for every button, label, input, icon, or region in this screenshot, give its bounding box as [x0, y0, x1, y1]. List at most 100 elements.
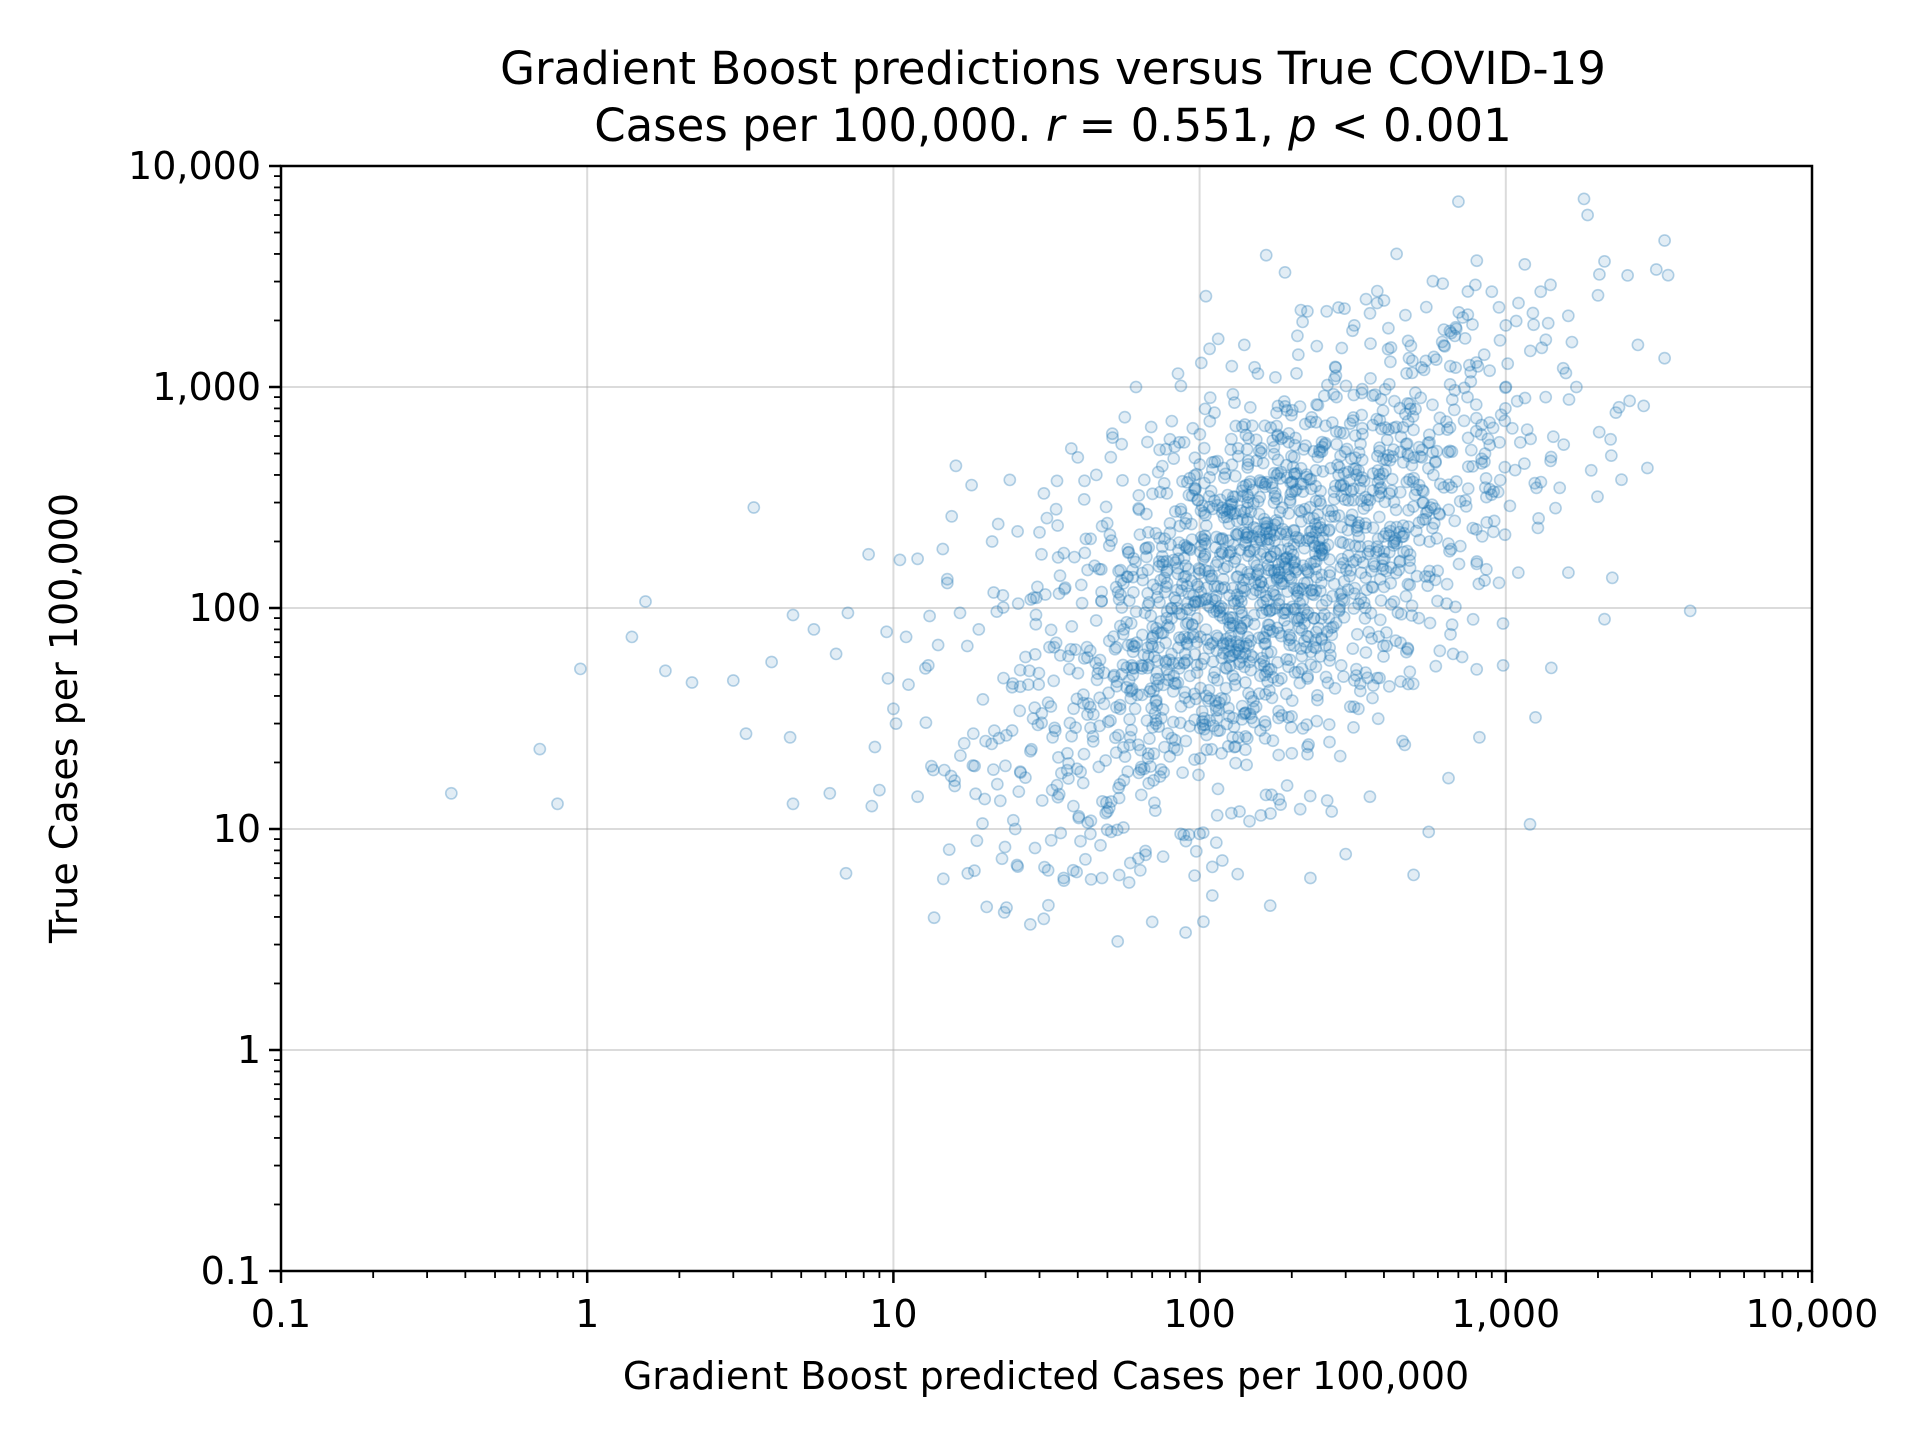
- data-point: [1182, 562, 1195, 576]
- data-point: [1207, 719, 1220, 733]
- data-point: [1341, 583, 1355, 597]
- data-point: [1604, 449, 1618, 462]
- data-point: [1260, 516, 1274, 529]
- data-point: [1185, 533, 1199, 546]
- data-point: [1440, 415, 1453, 429]
- data-point: [1243, 477, 1256, 491]
- data-point: [1055, 766, 1068, 780]
- data-point: [1121, 765, 1135, 778]
- data-point: [1445, 481, 1458, 494]
- data-point: [1238, 660, 1251, 674]
- data-point: [1493, 333, 1507, 347]
- data-point: [1157, 476, 1171, 490]
- data-point: [1661, 268, 1675, 282]
- data-point: [1179, 512, 1193, 525]
- data-point: [1209, 836, 1223, 849]
- data-point: [1296, 559, 1310, 572]
- data-point: [1438, 339, 1452, 353]
- data-point: [1199, 519, 1213, 532]
- data-point: [1178, 656, 1191, 669]
- data-point: [1683, 604, 1697, 618]
- data-point: [1354, 437, 1367, 451]
- data-point: [1155, 549, 1169, 563]
- data-point: [1173, 519, 1187, 533]
- data-point: [1223, 620, 1236, 634]
- data-point: [1332, 603, 1346, 617]
- data-point: [1193, 721, 1207, 735]
- data-point: [1272, 792, 1286, 806]
- data-point: [1048, 724, 1062, 738]
- data-point: [1084, 532, 1097, 546]
- data-point: [1529, 711, 1542, 724]
- data-point: [1276, 522, 1289, 536]
- data-point: [1100, 823, 1114, 837]
- data-point: [1224, 498, 1238, 512]
- data-point: [1408, 488, 1422, 502]
- data-point: [1243, 707, 1257, 721]
- data-point: [1394, 636, 1407, 650]
- data-point: [1047, 674, 1061, 688]
- data-point: [1256, 580, 1270, 594]
- data-point: [1282, 562, 1295, 576]
- data-point: [1141, 599, 1155, 612]
- data-point: [1186, 618, 1199, 632]
- data-point: [1212, 703, 1226, 717]
- data-point: [1251, 567, 1265, 581]
- data-point: [1116, 658, 1130, 672]
- data-point: [1328, 360, 1342, 374]
- data-point: [1151, 590, 1164, 604]
- data-point: [1282, 660, 1295, 674]
- data-point: [1380, 639, 1394, 653]
- data-point: [1084, 814, 1098, 828]
- data-point: [1203, 692, 1216, 705]
- data-point: [1266, 625, 1280, 638]
- data-point: [1320, 625, 1334, 639]
- data-point: [1401, 334, 1415, 348]
- data-point: [1281, 534, 1294, 548]
- data-point: [1106, 431, 1119, 444]
- data-point: [1045, 783, 1059, 797]
- data-point: [868, 740, 882, 754]
- data-point: [1442, 771, 1455, 785]
- data-point: [1431, 594, 1444, 608]
- data-point: [533, 742, 547, 756]
- data-point: [1278, 265, 1292, 279]
- data-point: [1003, 473, 1017, 487]
- data-point: [970, 834, 984, 848]
- data-point: [1089, 614, 1103, 627]
- data-point: [1355, 421, 1369, 435]
- data-point: [1422, 825, 1436, 839]
- data-point: [1421, 579, 1435, 593]
- data-point: [444, 786, 458, 800]
- data-point: [1287, 524, 1301, 538]
- data-point: [1315, 633, 1329, 646]
- x-tick-label: 1: [575, 1292, 599, 1336]
- data-point: [1232, 638, 1246, 652]
- data-point: [1157, 766, 1171, 779]
- data-point: [1591, 490, 1604, 504]
- data-point: [1290, 483, 1303, 496]
- data-point: [1369, 545, 1383, 559]
- data-point: [1347, 462, 1361, 476]
- data-point: [1505, 421, 1519, 435]
- data-point: [1265, 481, 1279, 495]
- data-point: [1117, 773, 1131, 787]
- data-point: [1293, 621, 1306, 635]
- data-point: [1179, 517, 1192, 530]
- data-point: [1263, 526, 1277, 540]
- data-point: [1071, 450, 1085, 464]
- data-point: [823, 786, 837, 800]
- data-point: [1172, 661, 1186, 675]
- data-point: [1240, 501, 1254, 515]
- data-point: [1443, 544, 1456, 558]
- data-point: [1295, 649, 1309, 663]
- data-point: [957, 736, 971, 750]
- data-point: [1313, 445, 1327, 459]
- data-point: [1301, 672, 1314, 685]
- data-point: [1293, 504, 1307, 517]
- data-point: [1076, 776, 1090, 790]
- data-point: [1365, 580, 1379, 594]
- data-point: [865, 799, 879, 813]
- data-point: [1473, 730, 1486, 744]
- data-point: [1097, 666, 1111, 680]
